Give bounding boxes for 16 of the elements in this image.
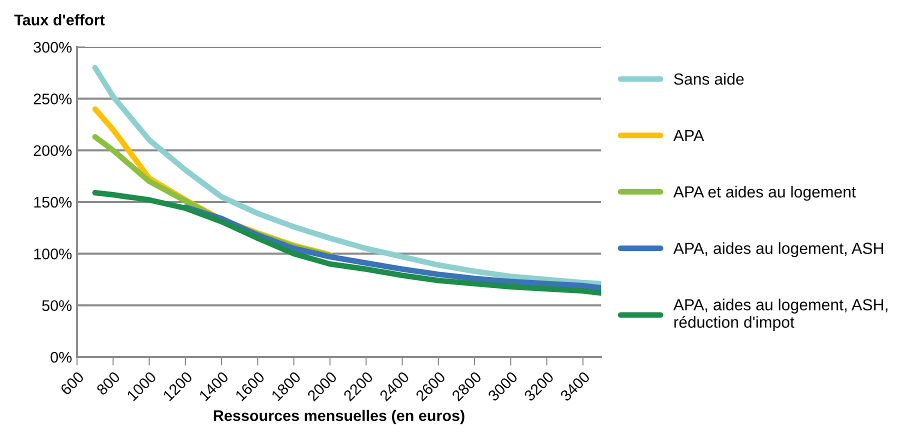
y-tick-label: 200% bbox=[34, 145, 72, 156]
y-tick-label: 50% bbox=[42, 300, 72, 312]
y-tick-label: 100% bbox=[34, 248, 72, 260]
y-axis-title: Taux d'effort bbox=[14, 14, 105, 26]
legend-label: APA et aides au logement bbox=[673, 186, 856, 201]
legend-label: APA bbox=[673, 130, 704, 141]
x-tick-label: 800 bbox=[96, 370, 121, 396]
x-axis-title: Ressources mensuelles (en euros) bbox=[214, 410, 464, 424]
y-tick-label: 250% bbox=[34, 94, 72, 104]
x-tick-label: 600 bbox=[60, 370, 85, 396]
y-tick-label: 150% bbox=[34, 196, 72, 208]
legend-label: Sans aide bbox=[674, 73, 744, 85]
legend-label: APA, aides au logement, ASH, réduction d'impot bbox=[673, 298, 888, 331]
y-tick-label: 0% bbox=[50, 352, 72, 363]
legend-label: APA, aides au logement, ASH bbox=[673, 242, 884, 258]
y-tick-label: 300% bbox=[34, 42, 72, 53]
